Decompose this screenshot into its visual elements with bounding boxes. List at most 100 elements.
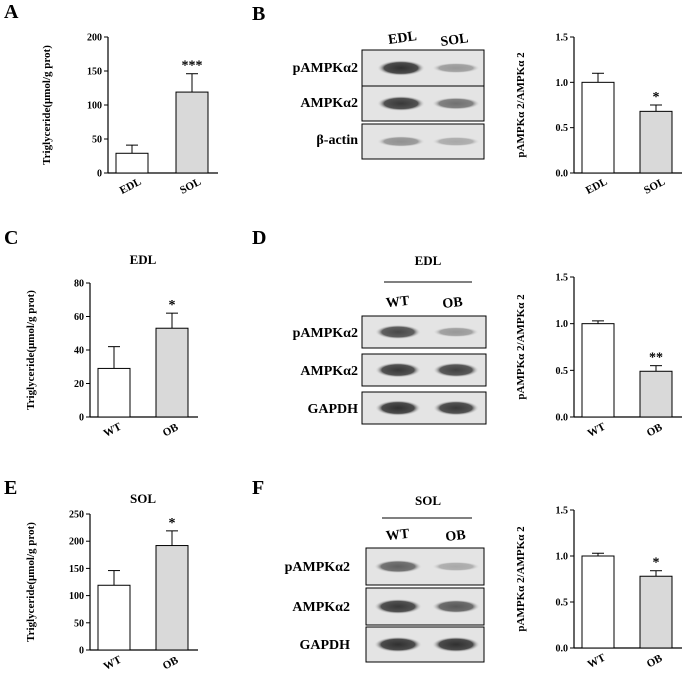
blot-d-row-label-1: pAMPKα2 <box>293 326 358 341</box>
blot-f-row-label-3: GAPDH <box>299 638 350 653</box>
blot-b-row-label-2: AMPKα2 <box>300 96 358 111</box>
chart-a-significance: *** <box>182 59 203 74</box>
chart-f-bar <box>639 575 673 649</box>
blot-f-lane-label-2: OB <box>445 528 467 545</box>
chart-c-significance: * <box>169 298 176 313</box>
chart-e-bar <box>155 545 189 651</box>
chart-c-category-label: OB <box>161 421 181 439</box>
chart-b-y-tick-label: 1.5 <box>556 33 569 44</box>
western-blot-d: EDL WT OB pAMPKα2 AMPKα2 GAPDH <box>293 253 487 425</box>
chart-e-significance: * <box>169 516 176 531</box>
chart-a-bar <box>115 152 149 174</box>
blot-d-band <box>375 324 421 340</box>
blot-f-band <box>374 636 422 653</box>
panel-letter-b: B <box>252 3 265 25</box>
chart-e-category-label: WT <box>102 653 124 673</box>
chart-d-bar <box>581 323 615 418</box>
blot-f-band <box>374 559 422 574</box>
bar-charts: 0 50 100 150 200 Triglyceride(μmol/g prot) EDL… <box>25 33 682 673</box>
blot-b-band <box>432 62 480 74</box>
chart-a-bar <box>175 91 209 174</box>
chart-d-y-tick-label: 0.0 <box>556 413 569 424</box>
chart-d-category-label: OB <box>645 421 665 439</box>
blot-f-band <box>432 561 480 572</box>
chart-f-y-tick-label: 1.5 <box>556 506 569 517</box>
chart-d-y-tick-label: 0.5 <box>556 366 569 377</box>
chart-b-y-tick-label: 0.0 <box>556 169 569 180</box>
blot-d-row-label-2: AMPKα2 <box>300 364 358 379</box>
chart-b-y-tick-label: 0.5 <box>556 123 569 134</box>
chart-a: 0 50 100 150 200 Triglyceride(μmol/g prot) EDL… <box>41 33 218 197</box>
blot-b-lane-label-1: EDL <box>387 29 418 48</box>
blot-d-row-label-3: GAPDH <box>307 402 358 417</box>
chart-e-y-axis-label: Triglyceride(μmol/g prot) <box>25 522 37 642</box>
blot-f-band <box>432 599 480 614</box>
chart-c-title: EDL <box>130 252 157 267</box>
blot-f-lane-label-1: WT <box>385 527 410 544</box>
blot-b-band <box>377 95 425 112</box>
panel-letter-f: F <box>252 477 264 499</box>
blot-f-row-label-1: pAMPKα2 <box>285 560 350 575</box>
chart-a-y-tick-label: 200 <box>87 33 102 44</box>
chart-d-y-axis-label: pAMPKα 2/AMPKα 2 <box>515 294 527 400</box>
blot-f-row-label-2: AMPKα2 <box>292 600 350 615</box>
chart-b-category-label: EDL <box>584 176 610 197</box>
chart-a-y-tick-label: 50 <box>92 135 102 146</box>
chart-f: 0.0 0.5 1.0 1.5 pAMPKα 2/AMPKα 2 WT * OB <box>515 506 682 671</box>
chart-b-y-axis-label: pAMPKα 2/AMPKα 2 <box>515 52 527 158</box>
chart-e-y-tick-label: 250 <box>69 510 84 521</box>
western-blot-f: SOL WT OB pAMPKα2 AMPKα2 GAPDH <box>285 493 485 663</box>
blot-d-lane-label-1: WT <box>385 294 410 311</box>
chart-b: 0.0 0.5 1.0 1.5 pAMPKα 2/AMPKα 2 EDL * SOL <box>515 33 682 197</box>
blot-f-band <box>374 598 422 615</box>
chart-e-y-tick-label: 150 <box>69 564 84 575</box>
chart-a-category-label: EDL <box>118 176 144 197</box>
blot-b-band <box>377 136 425 147</box>
blot-d-band <box>433 362 479 378</box>
chart-a-y-tick-label: 150 <box>87 67 102 78</box>
blot-d-band <box>433 400 479 416</box>
blot-b-lane-label-2: SOL <box>440 31 470 50</box>
chart-f-category-label: OB <box>645 652 665 670</box>
chart-a-category-label: SOL <box>178 176 203 197</box>
chart-f-y-tick-label: 1.0 <box>556 552 569 563</box>
chart-f-y-tick-label: 0.0 <box>556 644 569 655</box>
chart-c-y-tick-label: 60 <box>74 312 84 323</box>
blot-b-row-label-1: pAMPKα2 <box>293 61 358 76</box>
panel-letter-e: E <box>4 477 17 499</box>
chart-a-y-axis-label: Triglyceride(μmol/g prot) <box>41 45 53 165</box>
blot-f-title: SOL <box>415 493 441 508</box>
blot-d-band <box>433 326 479 338</box>
chart-b-y-tick-label: 1.0 <box>556 78 569 89</box>
blot-b-band <box>432 136 480 147</box>
chart-c-y-axis-label: Triglyceride(μmol/g prot) <box>25 290 37 410</box>
chart-d-y-tick-label: 1.0 <box>556 319 569 330</box>
blot-f-band <box>432 636 480 653</box>
chart-f-significance: * <box>653 556 660 571</box>
blot-b-row-label-3: β-actin <box>316 133 358 148</box>
chart-c-y-tick-label: 80 <box>74 279 84 290</box>
panel-letter-a: A <box>4 1 19 23</box>
chart-b-category-label: SOL <box>642 176 667 197</box>
chart-f-category-label: WT <box>586 651 608 671</box>
chart-c: 0 20 40 60 80 Triglyceride(μmol/g prot) EDL WT *… <box>25 252 198 440</box>
chart-e-bar <box>97 584 131 651</box>
chart-f-y-tick-label: 0.5 <box>556 598 569 609</box>
blot-d-band <box>375 362 421 378</box>
chart-b-bar <box>639 110 673 174</box>
panel-letter-d: D <box>252 227 266 249</box>
chart-a-y-tick-label: 0 <box>97 169 102 180</box>
panel-letter-c: C <box>4 227 18 249</box>
chart-b-significance: * <box>653 90 660 105</box>
chart-d: 0.0 0.5 1.0 1.5 pAMPKα 2/AMPKα 2 WT ** OB <box>515 273 682 440</box>
blot-d-lane-label-2: OB <box>442 295 464 312</box>
chart-d-bar <box>639 370 673 418</box>
chart-c-y-tick-label: 20 <box>74 379 84 390</box>
blot-b-band <box>377 60 425 76</box>
blot-d-band <box>375 400 421 416</box>
chart-e-title: SOL <box>130 491 156 506</box>
chart-a-y-tick-label: 100 <box>87 101 102 112</box>
chart-c-bar <box>155 327 189 418</box>
blot-b-band <box>432 97 480 110</box>
